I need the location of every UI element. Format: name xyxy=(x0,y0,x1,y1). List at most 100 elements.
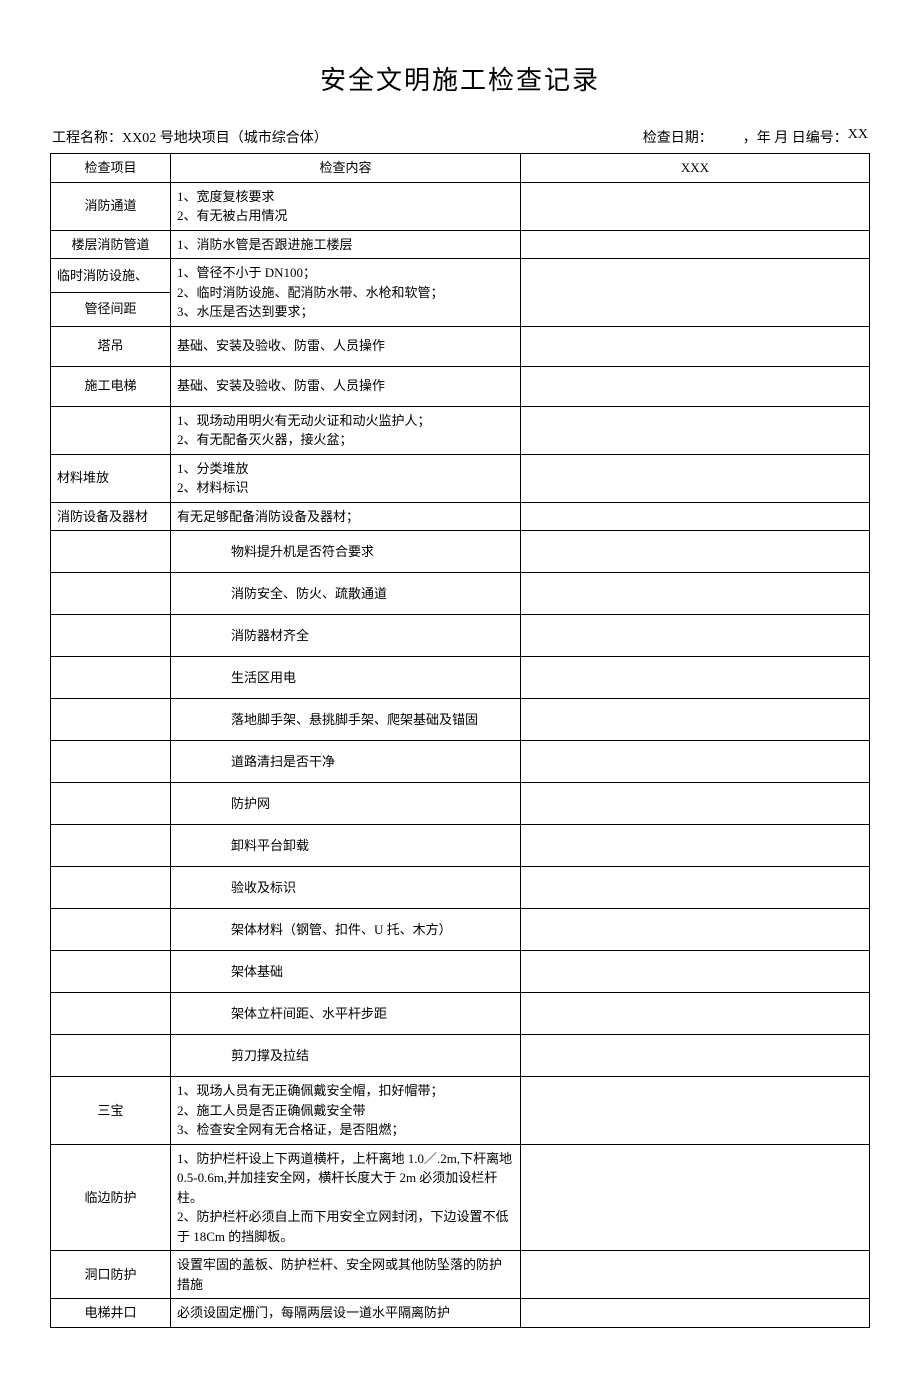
cell-content: 道路清扫是否干净 xyxy=(171,741,521,783)
table-row: 消防安全、防火、疏散通道 xyxy=(51,573,870,615)
cell-item xyxy=(51,825,171,867)
serial-value: XX xyxy=(848,127,868,147)
cell-result xyxy=(521,259,870,327)
cell-result xyxy=(521,1299,870,1328)
cell-content: 剪刀撑及拉结 xyxy=(171,1035,521,1077)
cell-content: 落地脚手架、悬挑脚手架、爬架基础及锚固 xyxy=(171,699,521,741)
col-header-item: 检查项目 xyxy=(51,154,171,183)
cell-result xyxy=(521,699,870,741)
cell-content: 防护网 xyxy=(171,783,521,825)
project-label: 工程名称： xyxy=(52,127,122,147)
cell-item xyxy=(51,951,171,993)
table-row: 三宝1、现场人员有无正确佩戴安全帽，扣好帽带； 2、施工人员是否正确佩戴安全带 … xyxy=(51,1077,870,1145)
cell-result xyxy=(521,573,870,615)
table-row: 道路清扫是否干净 xyxy=(51,741,870,783)
cell-item xyxy=(51,531,171,573)
cell-result xyxy=(521,454,870,502)
table-row: 物料提升机是否符合要求 xyxy=(51,531,870,573)
cell-content: 1、宽度复核要求 2、有无被占用情况 xyxy=(171,182,521,230)
cell-item: 管径间距 xyxy=(51,292,171,326)
table-row: 消防器材齐全 xyxy=(51,615,870,657)
cell-item: 三宝 xyxy=(51,1077,171,1145)
spacer xyxy=(328,127,643,147)
table-row: 卸料平台卸载 xyxy=(51,825,870,867)
cell-result xyxy=(521,182,870,230)
cell-result xyxy=(521,741,870,783)
table-row: 材料堆放1、分类堆放 2、材料标识 xyxy=(51,454,870,502)
cell-result xyxy=(521,1251,870,1299)
header-meta: 工程名称： XX02 号地块项目（城市综合体） 检查日期： ，年 月 日 编号：… xyxy=(50,127,870,147)
cell-content: 消防安全、防火、疏散通道 xyxy=(171,573,521,615)
cell-result xyxy=(521,406,870,454)
cell-result xyxy=(521,867,870,909)
cell-item xyxy=(51,699,171,741)
table-row: 消防通道1、宽度复核要求 2、有无被占用情况 xyxy=(51,182,870,230)
cell-content: 架体基础 xyxy=(171,951,521,993)
table-header-row: 检查项目 检查内容 XXX xyxy=(51,154,870,183)
table-row: 临时消防设施、1、管径不小于 DN100； 2、临时消防设施、配消防水带、水枪和… xyxy=(51,259,870,293)
table-row: 架体材料（钢管、扣件、U 托、木方） xyxy=(51,909,870,951)
table-row: 临边防护1、防护栏杆设上下两道横杆，上杆离地 1.0／.2m,下杆离地 0.5-… xyxy=(51,1144,870,1251)
cell-item: 临时消防设施、 xyxy=(51,259,171,293)
cell-result xyxy=(521,366,870,406)
cell-content: 1、管径不小于 DN100； 2、临时消防设施、配消防水带、水枪和软管； 3、水… xyxy=(171,259,521,327)
table-row: 施工电梯基础、安装及验收、防雷、人员操作 xyxy=(51,366,870,406)
cell-item: 消防设备及器材 xyxy=(51,502,171,531)
cell-content: 1、防护栏杆设上下两道横杆，上杆离地 1.0／.2m,下杆离地 0.5-0.6m… xyxy=(171,1144,521,1251)
cell-item xyxy=(51,406,171,454)
cell-content: 1、现场动用明火有无动火证和动火监护人； 2、有无配备灭火器，接火盆； xyxy=(171,406,521,454)
cell-content: 1、消防水管是否跟进施工楼层 xyxy=(171,230,521,259)
cell-item xyxy=(51,909,171,951)
cell-content: 必须设固定栅门，每隔两层设一道水平隔离防护 xyxy=(171,1299,521,1328)
cell-item xyxy=(51,615,171,657)
cell-content: 消防器材齐全 xyxy=(171,615,521,657)
cell-result xyxy=(521,783,870,825)
table-row: 剪刀撑及拉结 xyxy=(51,1035,870,1077)
cell-item: 楼层消防管道 xyxy=(51,230,171,259)
cell-content: 设置牢固的盖板、防护栏杆、安全网或其他防坠落的防护措施 xyxy=(171,1251,521,1299)
cell-item xyxy=(51,741,171,783)
table-row: 防护网 xyxy=(51,783,870,825)
table-row: 落地脚手架、悬挑脚手架、爬架基础及锚固 xyxy=(51,699,870,741)
cell-item xyxy=(51,657,171,699)
table-row: 生活区用电 xyxy=(51,657,870,699)
cell-content: 基础、安装及验收、防雷、人员操作 xyxy=(171,366,521,406)
table-row: 消防设备及器材有无足够配备消防设备及器材； xyxy=(51,502,870,531)
cell-item xyxy=(51,783,171,825)
cell-result xyxy=(521,531,870,573)
cell-item xyxy=(51,573,171,615)
project-name: XX02 号地块项目（城市综合体） xyxy=(122,127,328,147)
cell-item: 临边防护 xyxy=(51,1144,171,1251)
cell-content: 基础、安装及验收、防雷、人员操作 xyxy=(171,326,521,366)
cell-content: 生活区用电 xyxy=(171,657,521,699)
cell-result xyxy=(521,1035,870,1077)
cell-content: 架体立杆间距、水平杆步距 xyxy=(171,993,521,1035)
cell-result xyxy=(521,657,870,699)
inspect-date-value: ，年 月 日 xyxy=(743,127,806,147)
cell-content: 1、分类堆放 2、材料标识 xyxy=(171,454,521,502)
cell-item: 塔吊 xyxy=(51,326,171,366)
table-row: 洞口防护设置牢固的盖板、防护栏杆、安全网或其他防坠落的防护措施 xyxy=(51,1251,870,1299)
cell-content: 卸料平台卸载 xyxy=(171,825,521,867)
cell-item: 电梯井口 xyxy=(51,1299,171,1328)
cell-content: 1、现场人员有无正确佩戴安全帽，扣好帽带； 2、施工人员是否正确佩戴安全带 3、… xyxy=(171,1077,521,1145)
cell-result xyxy=(521,326,870,366)
cell-content: 架体材料（钢管、扣件、U 托、木方） xyxy=(171,909,521,951)
cell-content: 物料提升机是否符合要求 xyxy=(171,531,521,573)
cell-result xyxy=(521,502,870,531)
table-row: 1、现场动用明火有无动火证和动火监护人； 2、有无配备灭火器，接火盆； xyxy=(51,406,870,454)
cell-result xyxy=(521,909,870,951)
col-header-content: 检查内容 xyxy=(171,154,521,183)
cell-content: 验收及标识 xyxy=(171,867,521,909)
page-title: 安全文明施工检查记录 xyxy=(50,60,870,97)
cell-item xyxy=(51,867,171,909)
cell-result xyxy=(521,615,870,657)
cell-item: 洞口防护 xyxy=(51,1251,171,1299)
cell-content: 有无足够配备消防设备及器材； xyxy=(171,502,521,531)
serial-label: 编号： xyxy=(806,127,848,147)
cell-item: 材料堆放 xyxy=(51,454,171,502)
table-row: 架体基础 xyxy=(51,951,870,993)
cell-item: 消防通道 xyxy=(51,182,171,230)
inspection-table: 检查项目 检查内容 XXX 消防通道1、宽度复核要求 2、有无被占用情况楼层消防… xyxy=(50,153,870,1328)
table-row: 塔吊基础、安装及验收、防雷、人员操作 xyxy=(51,326,870,366)
